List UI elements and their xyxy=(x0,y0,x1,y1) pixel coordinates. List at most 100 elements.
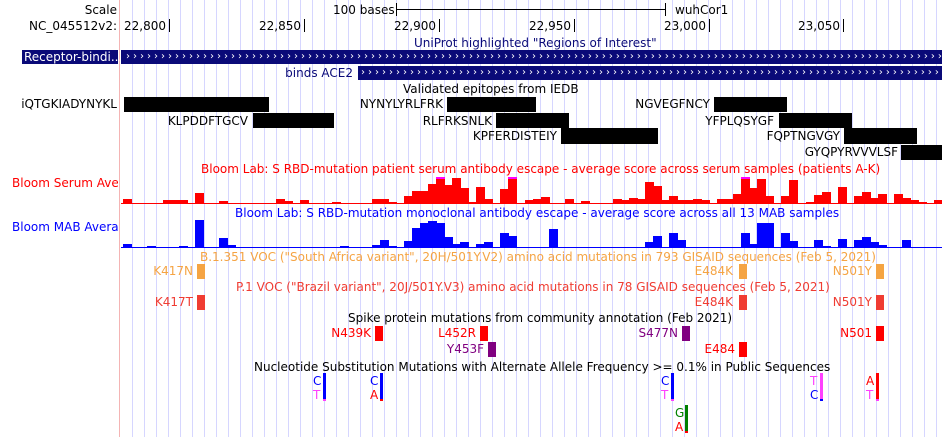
score-bar[interactable] xyxy=(733,194,743,203)
score-bar[interactable] xyxy=(757,223,767,247)
score-bar[interactable] xyxy=(195,220,205,247)
bloom-mab-label[interactable]: Bloom MAB Avera xyxy=(12,220,118,234)
uniprot-feature-label[interactable]: Receptor-bindi... xyxy=(22,50,123,64)
score-bar[interactable] xyxy=(749,188,759,203)
variant-bar[interactable] xyxy=(685,405,688,433)
score-bar[interactable] xyxy=(428,184,438,203)
score-bar[interactable] xyxy=(500,189,510,203)
score-bar[interactable] xyxy=(869,198,879,203)
score-bar[interactable] xyxy=(669,233,678,247)
score-bar[interactable] xyxy=(379,240,389,247)
mutation-feature[interactable] xyxy=(682,326,690,341)
mutation-feature[interactable] xyxy=(876,264,884,279)
score-bar[interactable] xyxy=(893,194,903,203)
score-bar[interactable] xyxy=(420,191,430,203)
score-bar[interactable] xyxy=(861,192,871,203)
epitope-feature[interactable] xyxy=(253,113,334,128)
score-bar[interactable] xyxy=(821,192,831,203)
score-bar[interactable] xyxy=(179,246,189,247)
score-bar[interactable] xyxy=(147,246,157,247)
epitope-feature[interactable] xyxy=(844,128,917,144)
score-bar[interactable] xyxy=(805,202,815,203)
epitope-feature[interactable] xyxy=(447,97,536,112)
score-bar[interactable] xyxy=(460,242,470,247)
score-bar[interactable] xyxy=(428,221,438,247)
score-bar[interactable] xyxy=(781,233,791,247)
score-bar[interactable] xyxy=(861,237,871,247)
score-bar[interactable] xyxy=(444,185,454,203)
score-bar[interactable] xyxy=(628,198,638,203)
variant-bar[interactable] xyxy=(380,373,383,401)
score-bar[interactable] xyxy=(404,241,413,247)
score-bar[interactable] xyxy=(837,187,847,203)
score-bar[interactable] xyxy=(468,202,478,203)
epitope-feature[interactable] xyxy=(714,97,787,112)
score-bar[interactable] xyxy=(371,245,381,247)
score-bar[interactable] xyxy=(644,182,654,203)
score-bar[interactable] xyxy=(436,223,446,247)
score-bar[interactable] xyxy=(452,244,462,247)
score-bar[interactable] xyxy=(909,200,919,203)
mutation-feature[interactable] xyxy=(375,326,383,341)
score-bar[interactable] xyxy=(476,244,486,247)
mutation-feature[interactable] xyxy=(876,295,884,310)
score-bar[interactable] xyxy=(693,199,703,203)
score-bar[interactable] xyxy=(765,196,775,203)
epitope-feature[interactable] xyxy=(561,128,658,144)
score-bar[interactable] xyxy=(444,237,454,247)
receptor-binding-feature[interactable]: ››››››››››››››››››››››››››››››››››››››››… xyxy=(121,50,942,64)
score-bar[interactable] xyxy=(789,241,799,247)
score-bar[interactable] xyxy=(917,202,927,203)
score-bar[interactable] xyxy=(163,200,173,203)
score-bar[interactable] xyxy=(853,240,863,247)
score-bar[interactable] xyxy=(379,199,389,203)
score-bar[interactable] xyxy=(677,240,686,247)
score-bar[interactable] xyxy=(476,187,486,203)
score-bar[interactable] xyxy=(749,244,759,247)
variant-bar[interactable] xyxy=(820,373,823,401)
mutation-feature[interactable] xyxy=(480,326,488,341)
mutation-feature[interactable] xyxy=(739,295,747,310)
score-bar[interactable] xyxy=(339,246,349,247)
score-bar[interactable] xyxy=(661,200,670,203)
score-bar[interactable] xyxy=(685,200,695,203)
score-bar[interactable] xyxy=(452,178,462,203)
spike-track-title[interactable]: Spike protein mutations from community a… xyxy=(348,311,733,325)
score-bar[interactable] xyxy=(179,200,189,203)
score-bar[interactable] xyxy=(701,200,711,203)
score-bar[interactable] xyxy=(331,202,341,203)
bloom-serum-label[interactable]: Bloom Serum Ave xyxy=(12,176,118,190)
score-bar[interactable] xyxy=(853,196,863,203)
score-bar[interactable] xyxy=(171,200,181,203)
epitope-feature[interactable] xyxy=(779,113,852,128)
p1-track-title[interactable]: P.1 VOC ("Brazil variant", 20J/501Y.V3) … xyxy=(236,280,830,294)
epitope-feature[interactable] xyxy=(901,145,942,160)
mutation-feature[interactable] xyxy=(739,342,747,357)
score-bar[interactable] xyxy=(821,246,831,247)
score-bar[interactable] xyxy=(436,177,446,203)
score-bar[interactable] xyxy=(877,245,887,247)
score-bar[interactable] xyxy=(901,198,911,203)
score-bar[interactable] xyxy=(299,200,309,203)
score-bar[interactable] xyxy=(717,199,727,203)
score-bar[interactable] xyxy=(644,242,654,247)
score-bar[interactable] xyxy=(219,201,229,203)
score-bar[interactable] xyxy=(901,240,911,247)
score-bar[interactable] xyxy=(484,242,494,247)
score-bar[interactable] xyxy=(564,199,574,203)
score-bar[interactable] xyxy=(412,191,422,203)
score-bar[interactable] xyxy=(484,199,494,203)
score-bar[interactable] xyxy=(404,196,413,203)
score-bar[interactable] xyxy=(123,244,132,247)
score-bar[interactable] xyxy=(837,239,847,247)
nucleotide-track-title[interactable]: Nucleotide Substitution Mutations with A… xyxy=(254,360,831,374)
score-bar[interactable] xyxy=(283,201,293,203)
score-bar[interactable] xyxy=(612,199,622,203)
score-bar[interactable] xyxy=(813,240,823,247)
variant-bar[interactable] xyxy=(323,373,326,401)
score-bar[interactable] xyxy=(371,199,381,203)
score-bar[interactable] xyxy=(781,196,791,203)
score-bar[interactable] xyxy=(652,236,662,247)
bloom-serum-title[interactable]: Bloom Lab: S RBD-mutation patient serum … xyxy=(201,162,881,176)
